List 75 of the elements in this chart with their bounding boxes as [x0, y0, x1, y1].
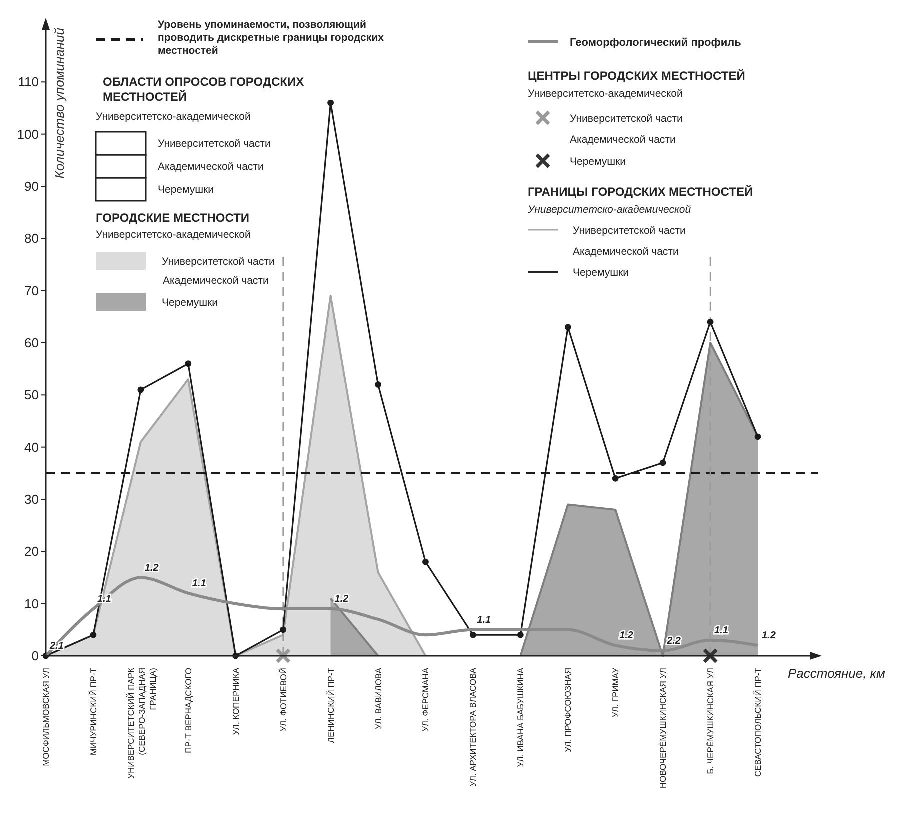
- x-tick-label: МИЧУРИНСКИЙ ПР-Т: [88, 668, 98, 756]
- annotation: ГОРОДСКИЕ МЕСТНОСТИ: [96, 211, 250, 225]
- point: [375, 382, 382, 388]
- annotation: ЦЕНТРЫ ГОРОДСКИХ МЕСТНОСТЕЙ: [528, 69, 746, 83]
- y-tick-label: 100: [17, 126, 39, 142]
- x-tick-label: ПР-Т ВЕРНАДСКОГО: [183, 668, 194, 754]
- x-tick-label: УЛ. ВАВИЛОВА: [373, 668, 384, 730]
- x-tick-label: НОВОЧЕРЁМУШКИНСКАЯ УЛ: [658, 668, 668, 789]
- x-tick-label: УЛ. ГРИМАУ: [610, 667, 621, 718]
- point: [185, 360, 192, 368]
- x-tick-label: УЛ. ФЕРСМАНА: [420, 668, 431, 732]
- annotation: Университетско-академической: [96, 229, 251, 241]
- point: [328, 100, 334, 106]
- y-tick-label: 40: [24, 440, 39, 455]
- point: [660, 460, 666, 466]
- annotation: 1.1: [714, 625, 729, 636]
- annotation: Университетско-академической: [528, 88, 683, 100]
- y-tick-label: 90: [24, 179, 39, 194]
- annotation: Академической части: [570, 134, 676, 146]
- x-tick-label: Б. ЧЕРЁМУШКИНСКАЯ УЛ: [706, 668, 716, 774]
- x-tick-label: СЕВАСТОПОЛЬСКИЙ ПР-Т: [752, 668, 763, 778]
- x-tick-label: УЛ. ФОТИЕВОЙ: [278, 668, 288, 732]
- x-tick-label: МОСФИЛЬМОВСКАЯ УЛ: [40, 668, 51, 766]
- y-tick-label: 20: [24, 544, 39, 560]
- legend-label: Черемушки: [570, 156, 626, 168]
- annotation: ГРАНИЦЫ ГОРОДСКИХ МЕСТНОСТЕЙ: [528, 185, 754, 199]
- annotation: 1.1: [477, 614, 492, 626]
- x-tick-label: УЛ. КОПЕРНИКА: [230, 668, 241, 736]
- x-tick-label: УЛ. ИВАНА БАБУШКИНА: [516, 668, 526, 768]
- annotation: Университетско-академической: [527, 204, 692, 216]
- point: [754, 434, 762, 440]
- y-axis-title: Количество упоминаний: [52, 28, 67, 179]
- legend-label: Черемушки: [162, 297, 218, 309]
- y-tick-label: 50: [24, 388, 39, 403]
- legend-label: Геоморфологический профиль: [570, 37, 742, 49]
- point: [90, 632, 97, 638]
- annotation: 1.2: [334, 594, 350, 606]
- point: [707, 318, 714, 326]
- annotation: Академической части: [163, 275, 269, 287]
- annotation: Академической части: [158, 161, 264, 173]
- annotation: 2.2: [666, 636, 682, 647]
- annotation: Университетской части: [158, 138, 271, 150]
- legend-label: Уровень упоминаемости, позволяющий проводить дискретные границы городских местностей: [158, 19, 384, 57]
- annotation: 1.2: [762, 630, 776, 642]
- point: [280, 626, 287, 634]
- point: [612, 475, 619, 482]
- annotation: ОБЛАСТИ ОПРОСОВ ГОРОДСКИХ МЕСТНОСТЕЙ: [103, 75, 304, 104]
- annotation: Черемушки: [158, 184, 214, 196]
- y-tick-label: 10: [24, 596, 39, 612]
- annotation: 1.2: [620, 630, 634, 642]
- x-tick-label: УНИВЕРСИТЕТСКИЙ ПАРК (СЕВЕРО-ЗАПАДНАЯ ГРАНИЦА): [126, 668, 158, 779]
- legend-label: Университетской части: [570, 113, 683, 125]
- annotation: 2.1: [49, 641, 64, 652]
- x-axis-title: Расстояние, км: [788, 666, 886, 681]
- y-tick-label: 30: [24, 492, 39, 508]
- point: [422, 558, 429, 566]
- annotation: Университетско-академической: [96, 111, 251, 123]
- annotation: 1.1: [192, 578, 207, 590]
- point: [138, 386, 144, 394]
- annotation: Академической части: [573, 246, 679, 258]
- x-tick-label: ЛЕНИНСКИЙ ПР-Т: [326, 668, 336, 744]
- y-tick-label: 0: [32, 648, 39, 664]
- y-tick-label: 70: [24, 283, 39, 298]
- point: [470, 632, 476, 638]
- x-tick-label: УЛ. ПРОФСОЮЗНАЯ: [563, 668, 574, 752]
- annotation: Черемушки: [573, 267, 630, 279]
- legend-label: Университетской части: [162, 256, 275, 268]
- annotation: Университетской части: [573, 225, 686, 237]
- annotation: 1.2: [144, 562, 160, 574]
- y-tick-label: 60: [24, 336, 39, 351]
- x-tick-label: УЛ. АРХИТЕКТОРА ВЛАСОВА: [468, 668, 478, 787]
- y-tick-label: 80: [24, 231, 39, 246]
- y-tick-label: 110: [18, 74, 39, 90]
- point: [517, 632, 524, 638]
- point: [564, 324, 572, 331]
